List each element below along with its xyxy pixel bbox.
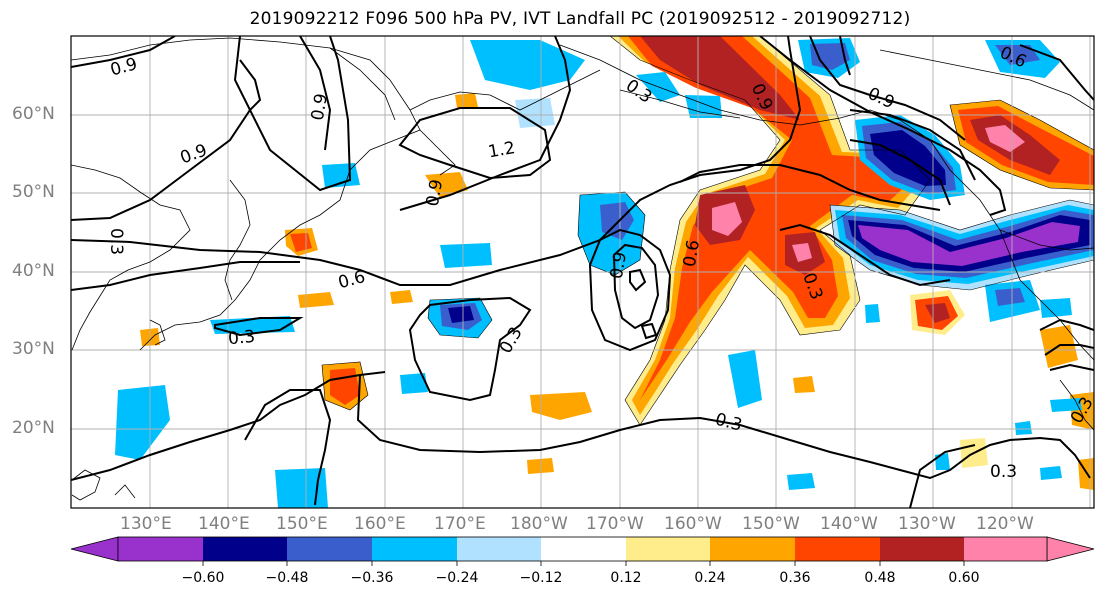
contour-label: 0.6 [680,238,704,268]
coastlines [71,37,1094,501]
colorbar-tick-label: −0.48 [265,570,309,586]
colorbar-tick-label: 0.60 [948,570,980,586]
contour-label: 0.3 [990,462,1017,482]
lon-label-150e: 150°E [276,514,328,534]
colorbar-extend-right [1046,536,1095,562]
lat-label-40n: 40°N [12,261,55,281]
colorbar-tick-label: −0.60 [181,570,225,586]
colorbar-swatch [795,537,880,561]
colorbar-tick-label: −0.24 [435,570,479,586]
colorbar-swatch [118,537,203,561]
lon-label-170w: 170°W [586,514,644,534]
lon-label-130e: 130°E [120,514,172,534]
lat-label-50n: 50°N [12,182,55,202]
colorbar-swatch [710,537,795,561]
contour-label: 0.9 [607,250,631,280]
colorbar-tick-label: 0.36 [779,570,811,586]
map-title: 2019092212 F096 500 hPa PV, IVT Landfall… [249,9,911,29]
colorbar [70,536,1095,566]
colorbar-tick-label: 0.24 [694,570,726,586]
colorbar-swatch [964,537,1047,561]
colorbar-swatch [457,537,541,561]
colorbar-extend-left [70,536,119,562]
contour-label: 0.3 [106,228,126,255]
colorbar-tick-label: −0.36 [350,570,394,586]
colorbar-tick-label: 0.48 [864,570,896,586]
colorbar-swatch [626,537,710,561]
lon-label-130w: 130°W [898,514,956,534]
lon-label-150w: 150°W [742,514,800,534]
ivt-contours [71,36,1094,508]
colorbar-swatch [880,537,964,561]
lon-label-170e: 170°E [434,514,486,534]
shading-outlines [321,36,1094,426]
map-panel: 0.9 0.9 1.2 0.9 0.3 0.6 0.3 0.3 0.9 0.6 … [70,35,1095,509]
lat-label-30n: 30°N [12,339,55,359]
colorbar-swatch [287,537,372,561]
lon-label-180w: 180°W [510,514,568,534]
contour-label: 0.9 [423,178,447,208]
lon-label-140w: 140°W [820,514,878,534]
lat-label-20n: 20°N [12,418,55,438]
colorbar-swatch [372,537,457,561]
colorbar-tick-label: 0.12 [610,570,642,586]
contour-label: 0.9 [308,92,332,122]
colorbar-tick-label: −0.12 [519,570,563,586]
colorbar-swatch [541,537,626,561]
lon-label-160e: 160°E [354,514,406,534]
contour-label: 0.3 [227,327,256,349]
colorbar-swatch [203,537,287,561]
lon-label-120w: 120°W [976,514,1034,534]
contour-label: 1.2 [487,138,517,162]
lon-label-140e: 140°E [198,514,250,534]
lon-label-160w: 160°W [664,514,722,534]
graticule [71,36,1094,508]
lat-label-60n: 60°N [12,104,55,124]
